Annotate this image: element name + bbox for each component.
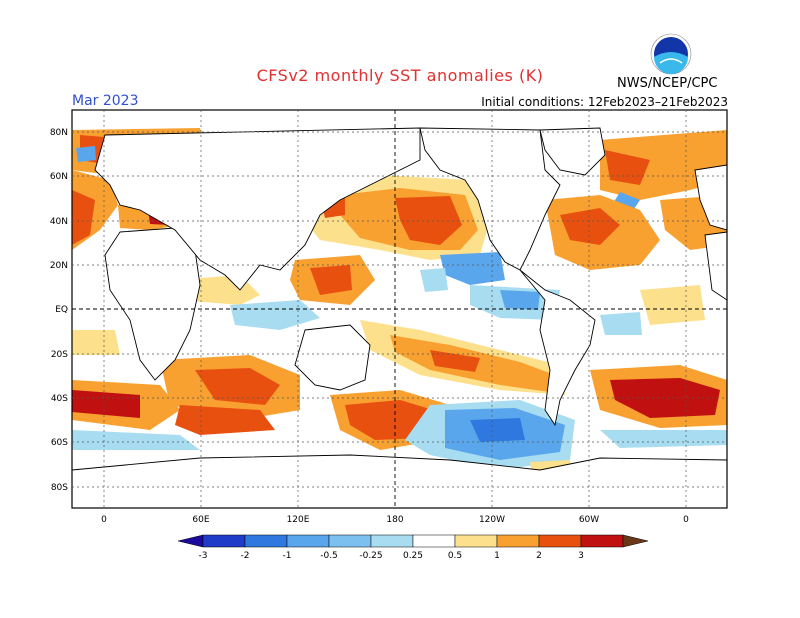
- colorbar-segment: [244, 534, 288, 548]
- anomaly-region: [430, 350, 480, 372]
- lon-label: 60W: [579, 515, 599, 525]
- anomaly-region: [310, 265, 352, 295]
- colorbar-segment: [580, 534, 624, 548]
- anomaly-region: [600, 430, 727, 448]
- anomaly-region: [560, 208, 620, 245]
- colorbar-segment: [496, 534, 540, 548]
- equator-dateline: [72, 110, 727, 508]
- colorbar-label: 3: [578, 551, 584, 561]
- colorbar-label: -3: [199, 551, 208, 561]
- lat-label: 60N: [50, 172, 68, 182]
- colorbar-label: 0.25: [403, 551, 423, 561]
- anomaly-region: [610, 378, 720, 418]
- forecast-month: Mar 2023: [72, 93, 139, 109]
- colorbar: [177, 534, 649, 548]
- colorbar-label: -0.25: [359, 551, 382, 561]
- lat-label: 20N: [50, 261, 68, 271]
- colorbar-label: 2: [536, 551, 542, 561]
- lon-label: 60E: [192, 515, 209, 525]
- lat-label: 20S: [51, 350, 68, 360]
- anomaly-region: [72, 190, 95, 245]
- colorbar-labels: -3 -2 -1 -0.5 -0.25 0.25 0.5 1 2 3: [199, 551, 584, 561]
- colorbar-label: -0.5: [320, 551, 338, 561]
- anomaly-region: [640, 285, 705, 325]
- anomaly-region: [600, 312, 642, 335]
- lat-label: 60S: [51, 438, 68, 448]
- colorbar-segment: [286, 534, 330, 548]
- gridlines: [72, 110, 727, 508]
- anomaly-region: [420, 268, 448, 292]
- colorbar-label: 1: [494, 551, 500, 561]
- anomaly-region: [395, 196, 462, 245]
- colorbar-segment: [454, 534, 498, 548]
- lat-label: 80N: [50, 128, 68, 138]
- colorbar-segment: [202, 534, 246, 548]
- colorbar-segment: [622, 534, 649, 548]
- initial-conditions: Initial conditions: 12Feb2023–21Feb2023: [481, 95, 728, 109]
- colorbar-label: -1: [283, 551, 292, 561]
- lon-label: 180: [386, 515, 403, 525]
- anomaly-region: [76, 146, 96, 162]
- lon-label: 0: [683, 515, 689, 525]
- longitude-labels: 0 60E 120E 180 120W 60W 0: [101, 515, 689, 525]
- lon-label: 0: [101, 515, 107, 525]
- anomaly-region: [470, 418, 525, 442]
- anomaly-region: [195, 368, 280, 405]
- colorbar-label: -2: [241, 551, 250, 561]
- latitude-labels: 80N 60N 40N 20N EQ 20S 40S 60S 80S: [50, 128, 68, 493]
- lon-label: 120E: [287, 515, 310, 525]
- lat-label: 40N: [50, 217, 68, 227]
- colorbar-segment: [177, 534, 204, 548]
- map-title: CFSv2 monthly SST anomalies (K): [256, 66, 544, 85]
- lon-label: 120W: [479, 515, 505, 525]
- anomaly-region: [175, 405, 275, 435]
- colorbar-segment: [370, 534, 414, 548]
- anomaly-region: [72, 390, 140, 418]
- lat-label: EQ: [55, 305, 68, 315]
- noaa-logo-icon: [650, 33, 692, 75]
- lat-label: 80S: [51, 483, 68, 493]
- agency-label: NWS/NCEP/CPC: [617, 76, 718, 91]
- colorbar-segment: [412, 534, 456, 548]
- anomaly-region: [230, 300, 320, 330]
- anomaly-region: [500, 290, 540, 310]
- colorbar-segment: [328, 534, 372, 548]
- colorbar-label: 0.5: [448, 551, 462, 561]
- anomaly-region: [440, 252, 505, 285]
- anomaly-region: [72, 330, 120, 355]
- lat-label: 40S: [51, 394, 68, 404]
- colorbar-segment: [538, 534, 582, 548]
